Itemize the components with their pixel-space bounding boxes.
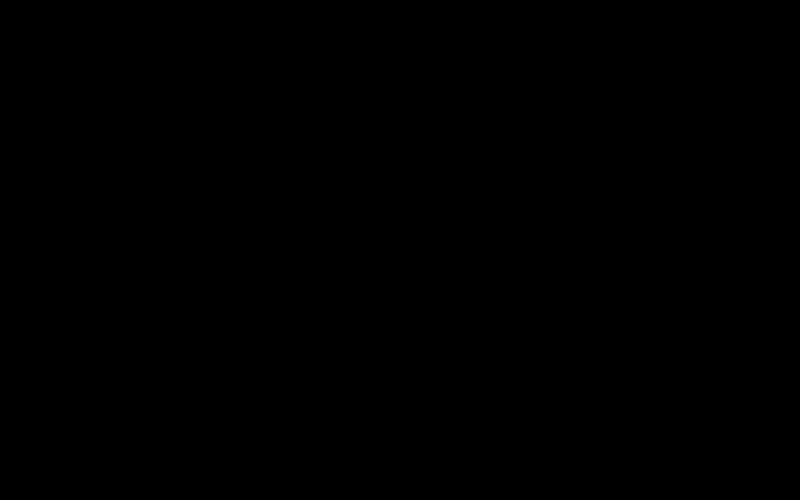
window-border-bottom [0,497,800,500]
title-bar [0,0,800,22]
